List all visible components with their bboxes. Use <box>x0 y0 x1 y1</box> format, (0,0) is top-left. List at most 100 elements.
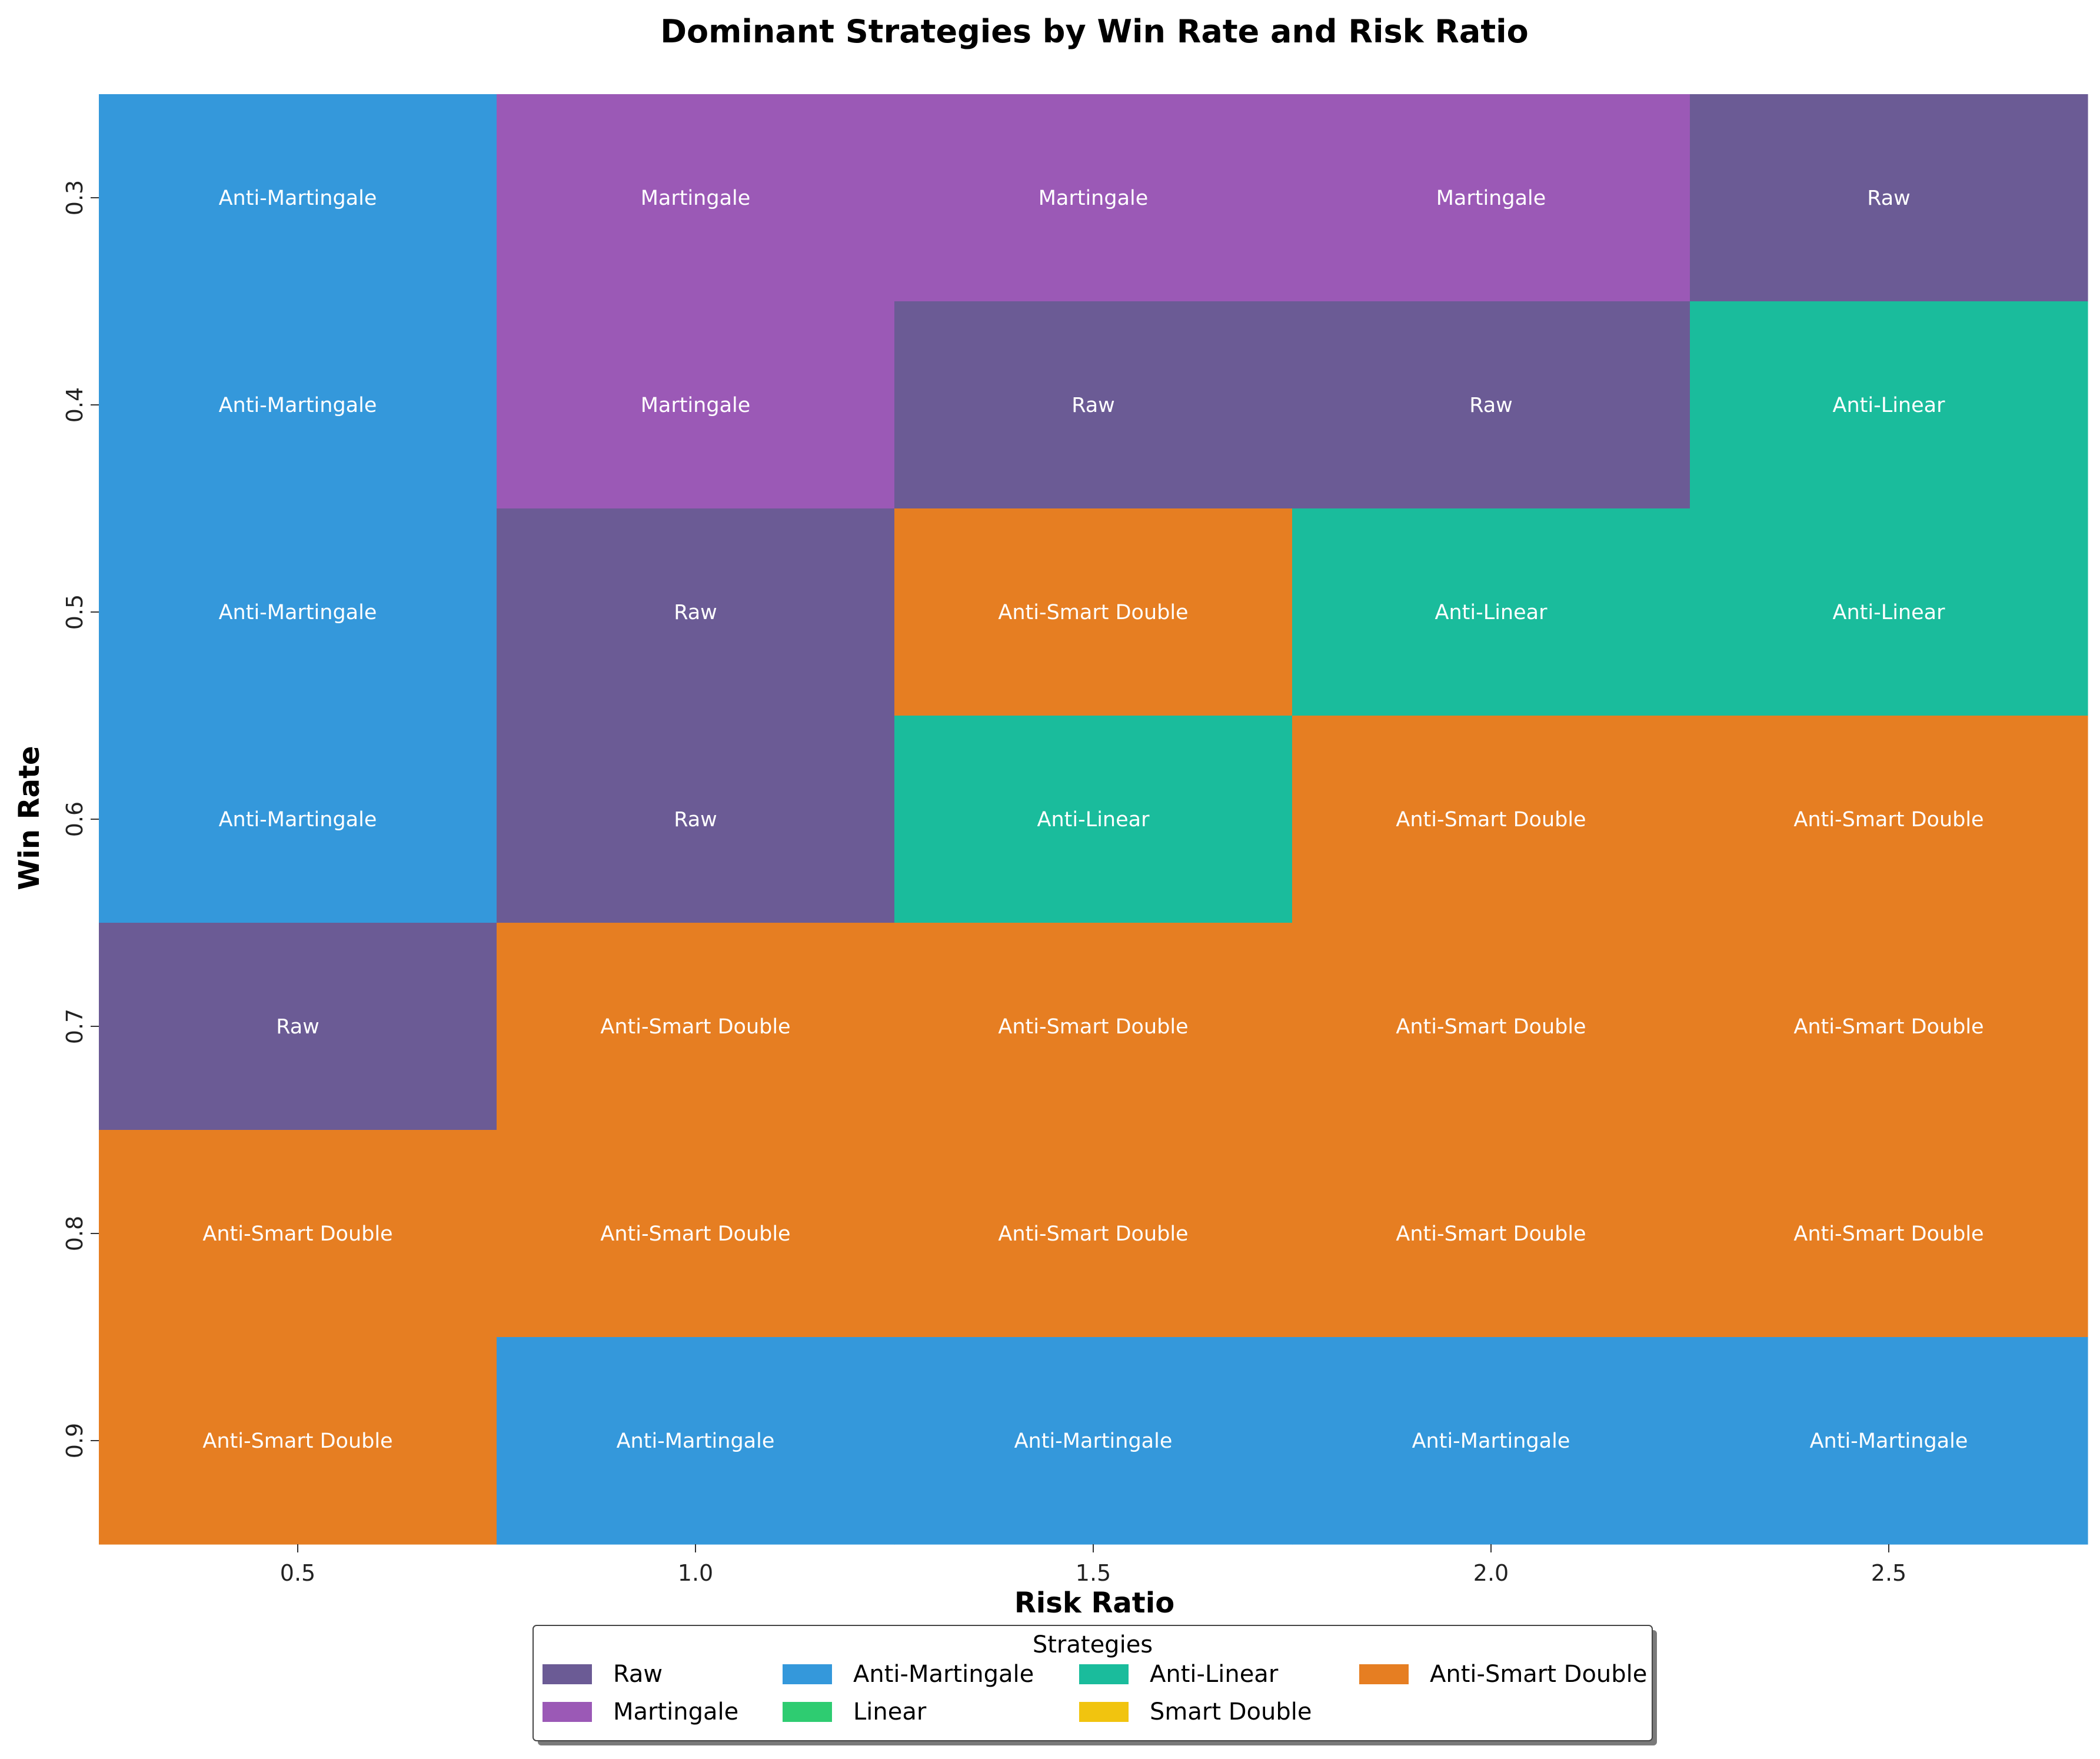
cell-label: Anti-Linear <box>1833 394 1946 417</box>
cell-label: Anti-Smart Double <box>1396 808 1586 832</box>
heatmap-cell <box>497 301 895 509</box>
legend-swatch <box>543 1664 592 1684</box>
y-tick-label: 0.6 <box>62 802 88 837</box>
chart-title: Dominant Strategies by Win Rate and Risk… <box>660 13 1529 50</box>
heatmap-cell <box>894 301 1293 509</box>
cell-label: Anti-Linear <box>1037 808 1150 832</box>
y-tick-label: 0.5 <box>62 594 88 630</box>
heatmap-cell <box>1690 301 2088 509</box>
cell-label: Martingale <box>1039 187 1149 210</box>
legend-label: Anti-Smart Double <box>1430 1661 1647 1688</box>
cell-label: Anti-Smart Double <box>1793 1222 1983 1246</box>
y-axis: 0.3 0.4 0.5 0.6 0.7 0.8 0.9 <box>62 180 99 1458</box>
heatmap-cell <box>894 508 1293 716</box>
heatmap-cell <box>99 1337 497 1545</box>
legend-label: Anti-Linear <box>1150 1661 1279 1688</box>
cell-label: Anti-Smart Double <box>202 1222 392 1246</box>
legend-swatch <box>783 1702 832 1722</box>
cell-label: Anti-Martingale <box>1810 1429 1968 1453</box>
heatmap-cell <box>1690 508 2088 716</box>
heatmap-cell <box>99 301 497 509</box>
heatmap-cell <box>1292 1337 1690 1545</box>
cell-label: Anti-Martingale <box>219 601 377 624</box>
y-tick-label: 0.3 <box>62 180 88 215</box>
heatmap-cell <box>497 1130 895 1338</box>
y-tick-label: 0.9 <box>62 1423 88 1458</box>
cell-label: Anti-Martingale <box>1014 1429 1173 1453</box>
cell-label: Anti-Smart Double <box>998 601 1188 624</box>
heatmap-cell <box>99 1130 497 1338</box>
heatmap-cell <box>1690 1337 2088 1545</box>
x-tick-label: 0.5 <box>280 1560 315 1586</box>
x-tick-label: 2.5 <box>1871 1560 1906 1586</box>
heatmap-cell <box>99 94 497 302</box>
x-tick-label: 2.0 <box>1473 1560 1509 1586</box>
legend-swatch <box>1079 1664 1129 1684</box>
cell-label: Martingale <box>1436 187 1546 210</box>
legend: Strategies Raw Martingale Anti-Martingale Li… <box>533 1625 1657 1745</box>
cell-label: Anti-Smart Double <box>998 1015 1188 1039</box>
heatmap-cell <box>1292 923 1690 1130</box>
cell-label: Martingale <box>641 394 751 417</box>
y-tick-label: 0.4 <box>62 387 88 423</box>
heatmap-cell <box>1690 716 2088 923</box>
heatmap-cell <box>1690 94 2088 302</box>
heatmap-cell <box>894 94 1293 302</box>
heatmap-cell <box>1292 508 1690 716</box>
y-tick-label: 0.7 <box>62 1009 88 1044</box>
cell-label: Martingale <box>641 187 751 210</box>
heatmap-cell <box>1690 923 2088 1130</box>
cell-label: Raw <box>1469 394 1513 417</box>
cell-label: Anti-Linear <box>1833 601 1946 624</box>
x-tick-label: 1.0 <box>678 1560 713 1586</box>
cell-label: Anti-Martingale <box>617 1429 775 1453</box>
legend-swatch <box>543 1702 592 1722</box>
x-axis: 0.5 1.0 1.5 2.0 2.5 <box>280 1544 1906 1586</box>
heatmap-cell <box>497 923 895 1130</box>
heatmap-cell <box>497 1337 895 1545</box>
heatmap-cell <box>1292 716 1690 923</box>
cell-label: Anti-Smart Double <box>202 1429 392 1453</box>
legend-title: Strategies <box>1033 1631 1153 1658</box>
cell-label: Anti-Linear <box>1435 601 1548 624</box>
legend-swatch <box>1359 1664 1409 1684</box>
cell-label: Anti-Martingale <box>1412 1429 1570 1453</box>
heatmap-cell <box>1690 1130 2088 1338</box>
cell-label: Anti-Martingale <box>219 394 377 417</box>
cell-label: Raw <box>674 808 717 832</box>
heatmap-cell <box>497 94 895 302</box>
cell-label: Anti-Smart Double <box>1793 1015 1983 1039</box>
cell-label: Raw <box>276 1015 320 1039</box>
cell-label: Raw <box>1867 187 1911 210</box>
heatmap-cell <box>894 1337 1293 1545</box>
heatmap-cell <box>1292 94 1690 302</box>
heatmap-cell <box>99 923 497 1130</box>
heatmap-cells: Anti-Martingale Martingale Martingale Marti… <box>99 94 2088 1545</box>
cell-label: Anti-Smart Double <box>600 1222 790 1246</box>
cell-label: Raw <box>1071 394 1115 417</box>
x-tick-label: 1.5 <box>1076 1560 1111 1586</box>
legend-swatch <box>783 1664 832 1684</box>
heatmap-cell <box>1292 301 1690 509</box>
cell-label: Anti-Martingale <box>219 808 377 832</box>
cell-label: Anti-Smart Double <box>1396 1222 1586 1246</box>
legend-swatch <box>1079 1702 1129 1722</box>
x-axis-label: Risk Ratio <box>1014 1587 1174 1620</box>
heatmap-cell <box>497 716 895 923</box>
cell-label: Anti-Smart Double <box>600 1015 790 1039</box>
y-axis-label: Win Rate <box>13 746 46 890</box>
cell-label: Anti-Martingale <box>219 187 377 210</box>
y-tick-label: 0.8 <box>62 1216 88 1251</box>
heatmap-cell <box>894 923 1293 1130</box>
heatmap-cell <box>99 508 497 716</box>
legend-label: Smart Double <box>1150 1698 1312 1725</box>
heatmap-cell <box>99 716 497 923</box>
cell-label: Anti-Smart Double <box>1396 1015 1586 1039</box>
heatmap-cell <box>894 1130 1293 1338</box>
cell-label: Raw <box>674 601 717 624</box>
legend-label: Linear <box>853 1698 927 1725</box>
cell-label: Anti-Smart Double <box>998 1222 1188 1246</box>
legend-label: Martingale <box>613 1698 738 1725</box>
legend-label: Raw <box>613 1661 663 1688</box>
